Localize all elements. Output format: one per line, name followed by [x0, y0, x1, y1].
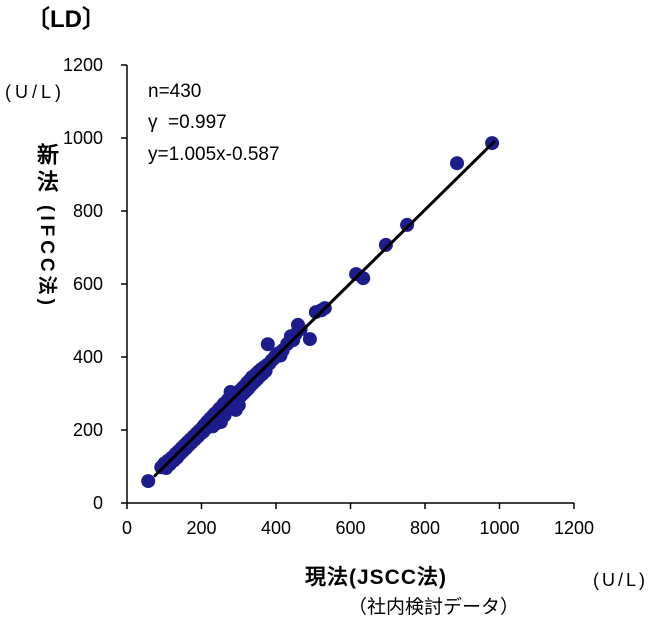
y-tick-label: 1200 [63, 55, 103, 75]
chart-title: 〔LD〕 [26, 6, 106, 33]
x-tick-label: 1000 [479, 518, 519, 538]
data-point [260, 337, 275, 352]
data-point [450, 156, 464, 171]
x-tick-label: 200 [186, 518, 216, 538]
x-tick-label: 1200 [554, 518, 594, 538]
y-axis-label: 新法 [34, 143, 59, 197]
x-tick-label: 800 [410, 518, 440, 538]
annotation-correlation: γ =0.997 [148, 112, 227, 133]
y-tick-label: 200 [73, 420, 103, 440]
data-point [141, 474, 156, 489]
data-point [302, 332, 317, 347]
x-axis-unit: (U/L) [593, 570, 648, 590]
x-tick-label: 0 [122, 518, 132, 538]
data-point [378, 237, 393, 252]
x-tick-label: 600 [335, 518, 365, 538]
data-point [356, 271, 371, 286]
data-point [400, 217, 415, 232]
y-tick-label: 600 [73, 274, 103, 294]
data-point [293, 322, 308, 337]
y-axis-label-method: (IFCC法) [36, 205, 57, 309]
y-tick-label: 1000 [63, 128, 103, 148]
y-axis-unit: (U/L) [5, 82, 65, 102]
annotation-sample-size: n=430 [148, 81, 202, 102]
y-tick-label: 400 [73, 347, 103, 367]
annotation-regression-equation: y=1.005x-0.587 [148, 144, 280, 165]
y-tick-label: 0 [93, 493, 103, 513]
data-source-note: （社内検討データ） [348, 597, 520, 618]
x-tick-label: 400 [261, 518, 291, 538]
regression-line [153, 140, 496, 478]
x-axis-label: 現法(JSCC法) [305, 566, 448, 589]
y-tick-label: 800 [73, 201, 103, 221]
